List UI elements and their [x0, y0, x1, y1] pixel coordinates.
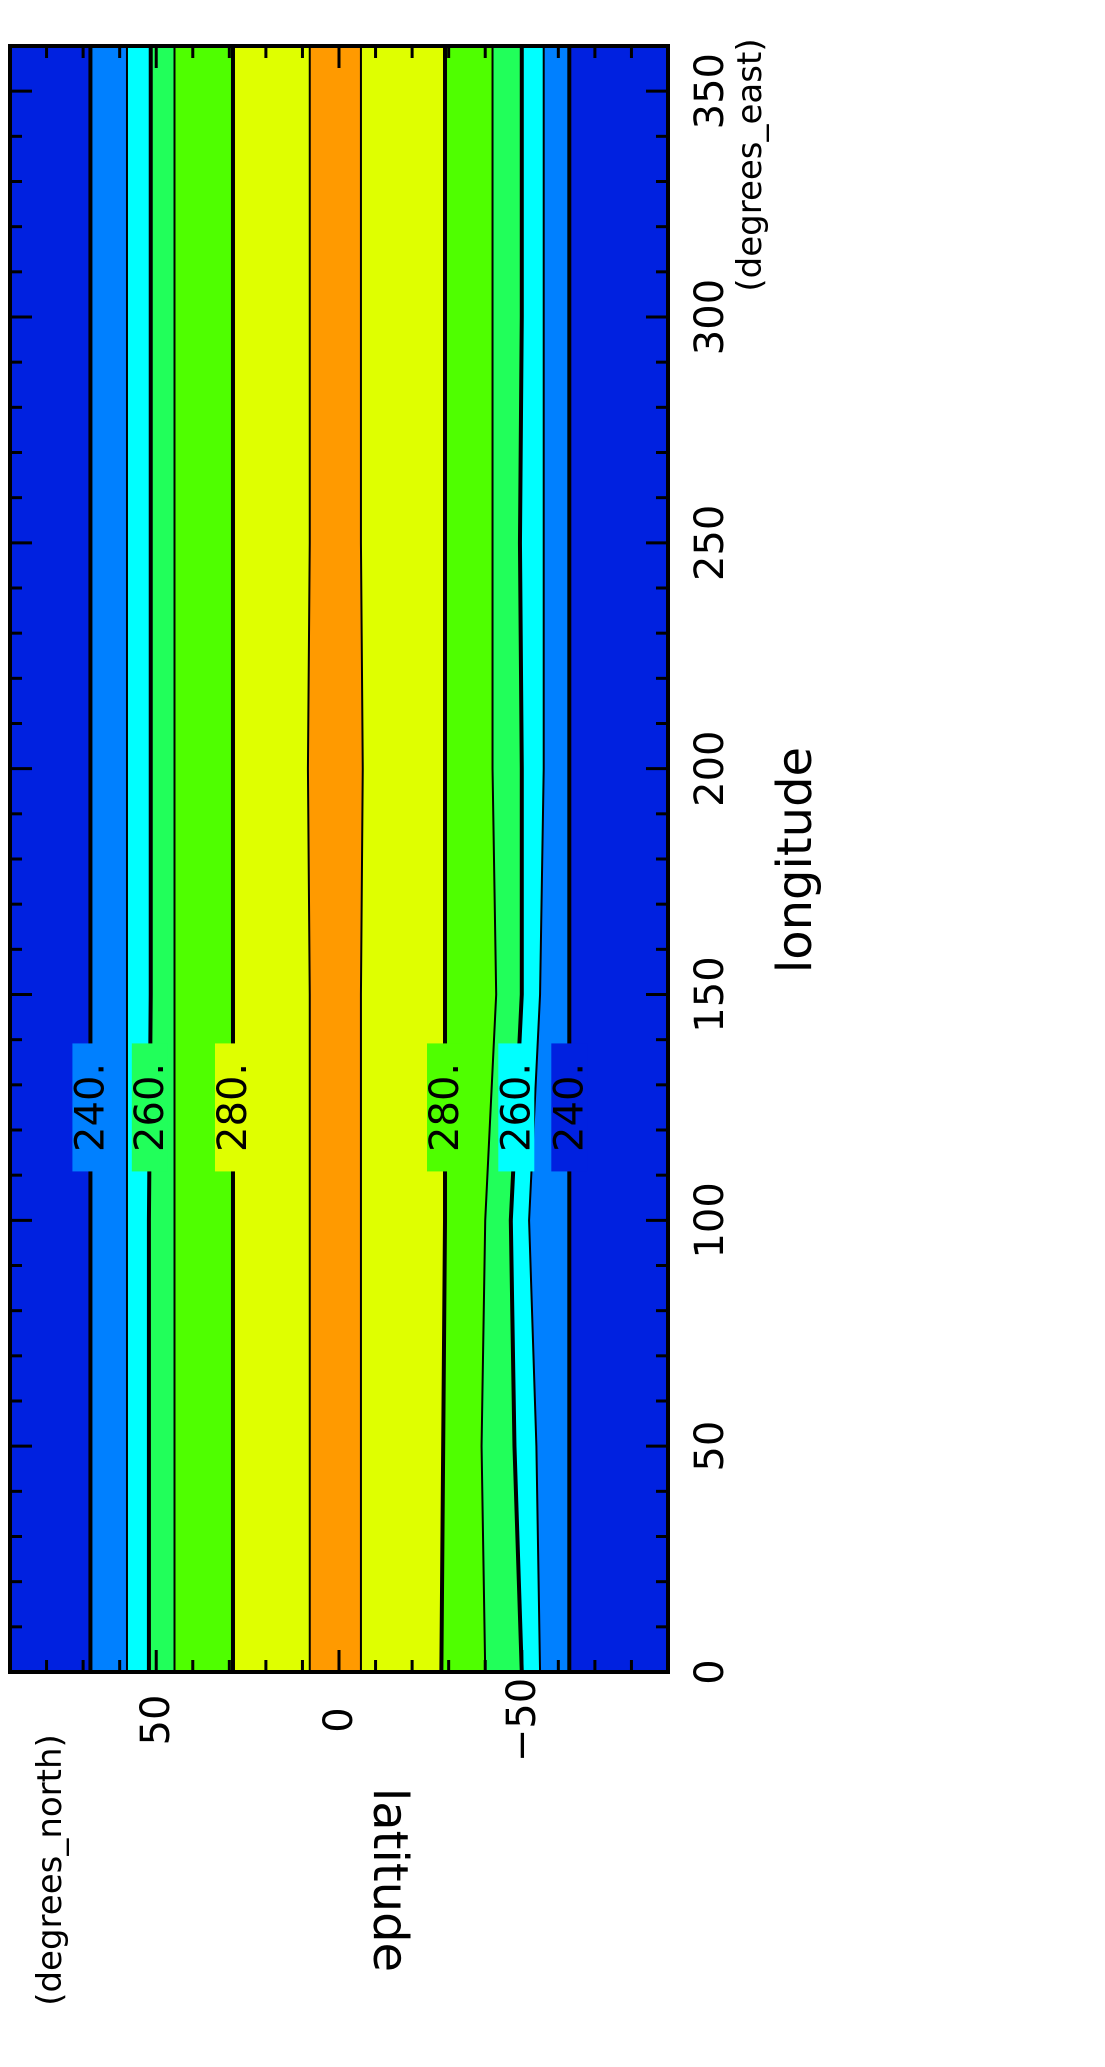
- contour-band: [529, 46, 570, 1672]
- axis-ticks: [10, 44, 668, 1674]
- contour-band: [569, 46, 668, 1672]
- x-tick-label: 350: [687, 53, 733, 129]
- contour-label: 280.: [422, 1063, 468, 1152]
- contour-band: [307, 46, 363, 1672]
- contour-lines: [88, 46, 572, 1673]
- filled-bands: [10, 46, 668, 1672]
- x-tick-label: 200: [687, 730, 733, 806]
- contour-band: [232, 46, 310, 1672]
- contour-band: [481, 46, 522, 1672]
- x-tick-label: 250: [687, 505, 733, 581]
- contour-line: [146, 46, 153, 1672]
- contour-band: [148, 46, 175, 1672]
- contour-labels: 240. 260. 280. 280. 260. 240.: [67, 1043, 592, 1172]
- contour-band: [360, 46, 446, 1672]
- contour-label: 240.: [546, 1063, 592, 1152]
- contour-label: 280.: [210, 1063, 256, 1152]
- contour-label-bg: [131, 1043, 168, 1172]
- contour-band: [10, 46, 91, 1672]
- x-axis-label: longitude: [767, 747, 823, 973]
- contour-line: [359, 46, 364, 1672]
- contour-line: [306, 46, 311, 1672]
- contour-label-bg: [551, 1043, 588, 1172]
- x-tick-label: 50: [687, 1421, 733, 1472]
- contour-label-bg: [72, 1043, 109, 1172]
- contour-band: [441, 46, 497, 1672]
- contour-band: [174, 46, 233, 1672]
- y-tick-label: 50: [133, 1695, 179, 1746]
- x-axis-units: (degrees_east): [730, 38, 770, 291]
- x-tick-label: 150: [687, 956, 733, 1032]
- y-tick-labels: 50 0 −50: [133, 1678, 545, 1762]
- contour-line: [508, 46, 524, 1673]
- contour-band: [126, 46, 151, 1672]
- y-axis-label: latitude: [362, 1788, 418, 1972]
- x-tick-label: 100: [687, 1182, 733, 1258]
- y-axis-units: (degrees_north): [30, 1734, 70, 2006]
- x-tick-label: 0: [687, 1659, 733, 1684]
- contour-label: 260.: [493, 1063, 539, 1152]
- contour-band: [510, 46, 544, 1672]
- x-tick-label: 300: [687, 279, 733, 355]
- x-tick-labels: 0 50 100 150 200 250 300 350: [687, 53, 733, 1685]
- contour-line: [439, 46, 448, 1673]
- y-tick-label: −50: [499, 1678, 545, 1762]
- contour-label-bg: [498, 1043, 535, 1172]
- contour-label: 240.: [67, 1063, 113, 1152]
- contour-label: 260.: [127, 1063, 173, 1152]
- contour-line: [480, 46, 498, 1673]
- contour-line: [528, 46, 545, 1673]
- contour-label-bg: [427, 1043, 464, 1172]
- y-tick-label: 0: [316, 1707, 362, 1732]
- contour-label-bg: [214, 1043, 251, 1172]
- contour-band: [90, 46, 127, 1672]
